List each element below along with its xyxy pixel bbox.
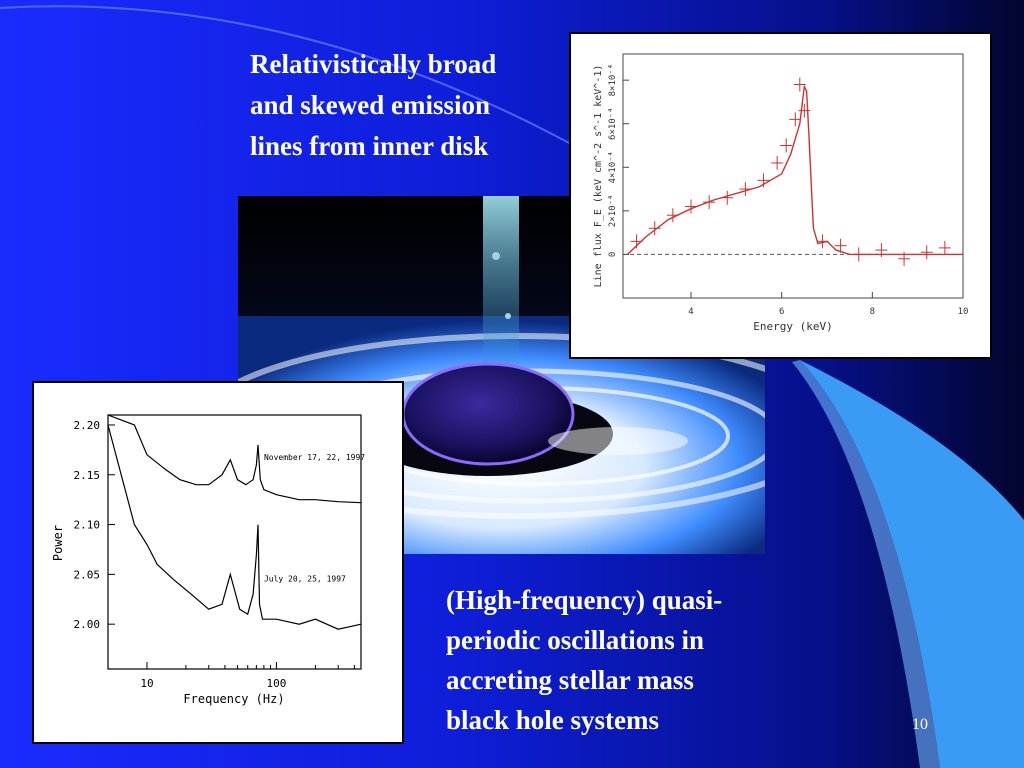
iron-line-spectrum-panel: Energy (keV) Line flux F_E (keV cm^-2 s^… bbox=[569, 32, 992, 359]
y-axis-label: Power bbox=[51, 525, 65, 561]
x-tick-label: 10 bbox=[958, 307, 969, 317]
series-label: July 20, 25, 1997 bbox=[264, 574, 346, 583]
y-tick-label: 2.10 bbox=[74, 519, 101, 532]
y-tick-label: 2.05 bbox=[74, 568, 101, 581]
power-spectrum-line bbox=[107, 414, 362, 504]
caption-line: accreting stellar mass bbox=[446, 665, 694, 695]
caption-line: and skewed emission bbox=[250, 90, 491, 120]
x-tick-label: 100 bbox=[266, 677, 286, 690]
plot-frame bbox=[622, 53, 964, 299]
y-axis-label: Line flux F_E (keV cm^-2 s^-1 keV^-1) bbox=[593, 65, 604, 288]
caption-line: periodic oscillations in bbox=[446, 625, 705, 655]
y-tick-label: 2×10⁻⁴ bbox=[608, 195, 618, 228]
qpo-chart: Frequency (Hz) Power 10 100 2.00 2.05 2.10 2.… bbox=[51, 414, 365, 706]
x-axis-label: Energy (keV) bbox=[753, 320, 832, 333]
x-tick-label: 4 bbox=[688, 307, 693, 317]
light-blue-swoosh bbox=[800, 360, 1024, 768]
y-tick-label: 0 bbox=[608, 252, 618, 257]
caption-emission-lines: Relativistically broad and skewed emissi… bbox=[250, 44, 570, 167]
plot-frame bbox=[107, 414, 362, 670]
caption-line: Relativistically broad bbox=[250, 49, 497, 79]
y-tick-label: 2.00 bbox=[74, 618, 101, 631]
model-line bbox=[627, 84, 963, 256]
y-tick-label: 2.15 bbox=[74, 469, 101, 482]
swoosh-highlight bbox=[792, 360, 940, 768]
x-tick-label: 8 bbox=[870, 307, 875, 317]
x-tick-label: 10 bbox=[140, 677, 153, 690]
caption-qpo: (High-frequency) quasi- periodic oscilla… bbox=[446, 580, 816, 740]
y-tick-label: 4×10⁻⁴ bbox=[608, 151, 618, 184]
decorative-arc bbox=[0, 5, 601, 161]
qpo-power-spectrum-panel: Frequency (Hz) Power 10 100 2.00 2.05 2.10 2.… bbox=[32, 381, 404, 744]
x-axis-label: Frequency (Hz) bbox=[183, 692, 284, 706]
power-spectrum-line bbox=[107, 424, 362, 630]
slide-number: 10 bbox=[912, 716, 928, 733]
spectrum-chart: Energy (keV) Line flux F_E (keV cm^-2 s^… bbox=[593, 53, 969, 333]
y-tick-label: 6×10⁻⁴ bbox=[608, 107, 618, 140]
caption-line: lines from inner disk bbox=[250, 131, 489, 161]
y-tick-label: 8×10⁻⁴ bbox=[608, 64, 618, 97]
caption-line: black hole systems bbox=[446, 705, 660, 735]
y-tick-label: 2.20 bbox=[74, 419, 101, 432]
x-tick-label: 6 bbox=[779, 307, 784, 317]
series-label: November 17, 22, 1997 bbox=[264, 453, 365, 462]
caption-line: (High-frequency) quasi- bbox=[446, 585, 723, 615]
